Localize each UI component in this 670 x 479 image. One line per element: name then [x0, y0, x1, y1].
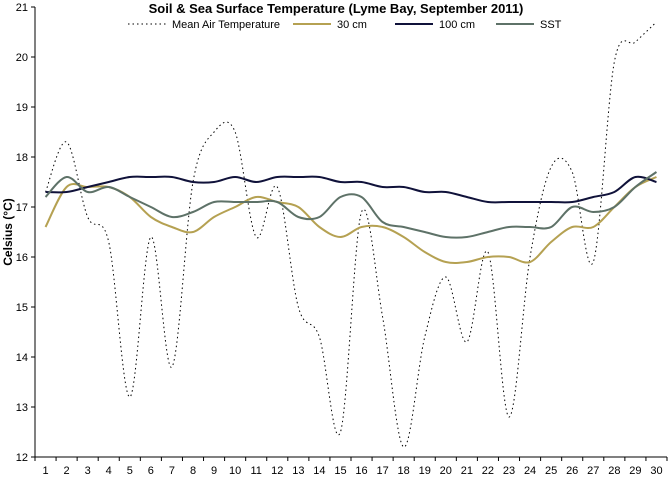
x-tick-label: 10 [229, 465, 241, 477]
legend: Mean Air Temperature 30 cm 100 cm SST [128, 19, 562, 31]
x-tick-label: 4 [106, 465, 112, 477]
x-tick-label: 15 [334, 465, 346, 477]
x-tick-label: 19 [419, 465, 431, 477]
x-tick-label: 26 [566, 465, 578, 477]
x-tick-label: 16 [355, 465, 367, 477]
y-tick-label: 18 [16, 152, 28, 164]
x-tick-label: 23 [503, 465, 515, 477]
legend-label-1: 30 cm [337, 19, 367, 31]
y-tick-label: 17 [16, 202, 28, 214]
series-layer [44, 21, 658, 448]
x-tick-label: 2 [64, 465, 70, 477]
x-tick-label: 12 [271, 465, 283, 477]
x-tick-label: 14 [313, 465, 325, 477]
y-tick-label: 14 [16, 352, 28, 364]
legend-label-3: SST [540, 19, 562, 31]
x-tick-label: 28 [608, 465, 620, 477]
x-tick-label: 27 [587, 465, 599, 477]
legend-label-2: 100 cm [439, 19, 475, 31]
y-tick-label: 20 [16, 52, 28, 64]
x-tick-label: 1 [42, 465, 48, 477]
x-tick-label: 3 [85, 465, 91, 477]
x-tick-label: 11 [250, 465, 261, 477]
x-tick-label: 29 [629, 465, 641, 477]
x-tick-label: 17 [376, 465, 388, 477]
chart-title: Soil & Sea Surface Temperature (Lyme Bay… [149, 1, 524, 16]
legend-label-0: Mean Air Temperature [172, 19, 280, 31]
x-tick-label: 21 [461, 465, 473, 477]
y-tick-label: 16 [16, 252, 28, 264]
series-line-0 [45, 21, 657, 448]
x-tick-label: 5 [127, 465, 133, 477]
x-tick-label: 24 [524, 465, 536, 477]
series-line-1 [44, 176, 657, 264]
y-tick-label: 13 [16, 402, 28, 414]
y-axis-label: Celsius (°C) [1, 198, 15, 265]
x-tick-label: 18 [398, 465, 410, 477]
x-tick-label: 6 [148, 465, 154, 477]
y-tick-label: 15 [16, 302, 28, 314]
x-tick-label: 22 [482, 465, 494, 477]
x-tick-label: 30 [650, 465, 662, 477]
y-tick-label: 21 [16, 2, 28, 14]
x-tick-label: 9 [211, 465, 217, 477]
x-tick-label: 20 [440, 465, 452, 477]
series-line-2 [45, 175, 657, 204]
y-tick-label: 12 [16, 452, 28, 464]
x-tick-label: 8 [190, 465, 196, 477]
x-tick-label: 7 [169, 465, 175, 477]
x-tick-label: 25 [545, 465, 557, 477]
series-line-3 [44, 171, 658, 239]
x-tick-label: 13 [292, 465, 304, 477]
y-tick-label: 19 [16, 102, 28, 114]
